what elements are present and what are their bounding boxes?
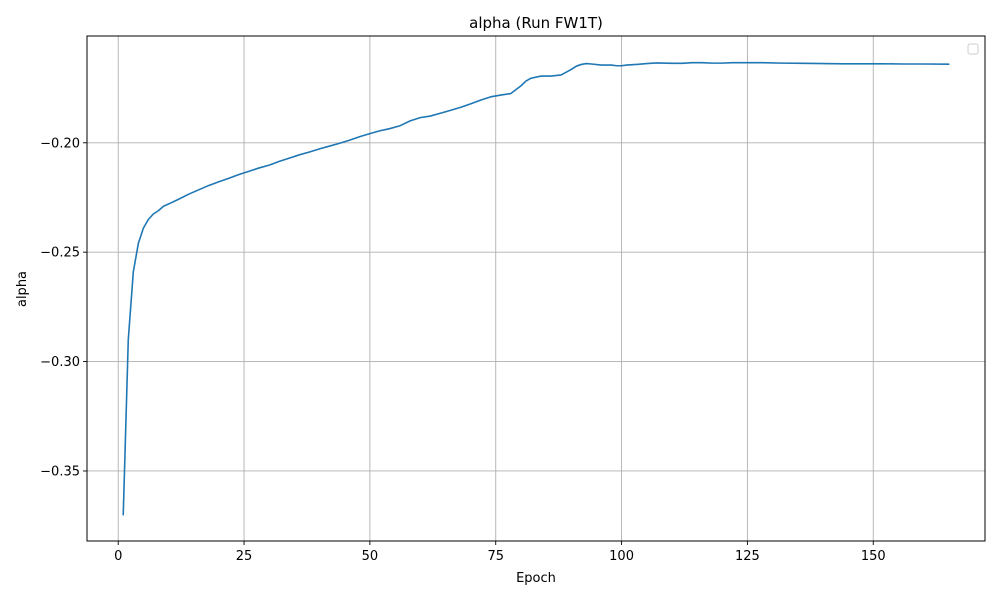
x-tick-label: 25 xyxy=(236,549,253,564)
x-axis: 0 25 50 75 100 125 150 xyxy=(114,541,886,564)
series-line-alpha xyxy=(122,61,950,516)
y-axis: −0.35 −0.30 −0.25 −0.20 xyxy=(40,136,87,479)
plot-frame xyxy=(86,35,986,542)
x-tick-label: 75 xyxy=(487,549,504,564)
x-axis-label: Epoch xyxy=(516,571,556,586)
grid xyxy=(87,36,985,541)
y-axis-label: alpha xyxy=(15,271,30,307)
chart-title: alpha (Run FW1T) xyxy=(469,14,603,32)
x-tick-label: 125 xyxy=(735,549,760,564)
y-tick-label: −0.30 xyxy=(40,355,80,370)
x-tick-label: 100 xyxy=(609,549,634,564)
x-tick-label: 150 xyxy=(861,549,886,564)
series-layer xyxy=(122,61,950,516)
legend-box xyxy=(967,43,979,55)
x-tick-label: 50 xyxy=(362,549,379,564)
x-tick-label: 0 xyxy=(114,549,122,564)
y-tick-label: −0.25 xyxy=(40,246,80,261)
y-tick-label: −0.35 xyxy=(40,464,80,479)
y-tick-label: −0.20 xyxy=(40,136,80,151)
